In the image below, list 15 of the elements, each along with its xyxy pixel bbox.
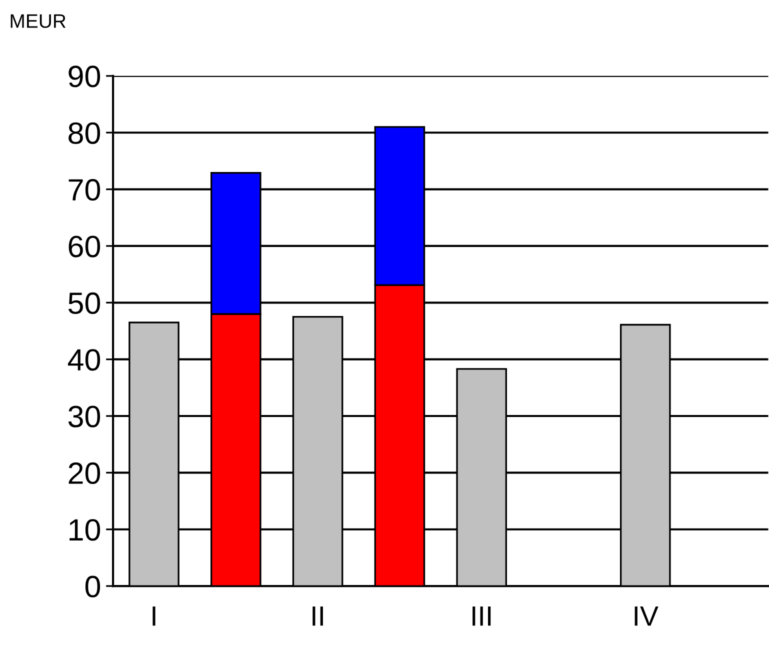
- y-tick-label: 50: [68, 292, 100, 314]
- x-tick-label: III: [472, 606, 491, 626]
- y-tick-label: 60: [68, 236, 100, 258]
- y-tick-label: 80: [68, 122, 100, 144]
- y-axis-title: MEUR: [10, 14, 66, 28]
- x-tick-label: II: [312, 606, 323, 626]
- y-tick-label: 30: [68, 406, 100, 428]
- y-tick-label: 20: [68, 462, 100, 484]
- y-tick-label: 0: [85, 576, 100, 598]
- x-tick-label: IV: [634, 606, 658, 626]
- x-tick-label: I: [152, 606, 156, 626]
- y-tick-label: 90: [68, 66, 100, 88]
- y-tick-label: 70: [68, 179, 100, 201]
- y-tick-label: 40: [68, 349, 100, 371]
- y-tick-label: 10: [70, 519, 100, 541]
